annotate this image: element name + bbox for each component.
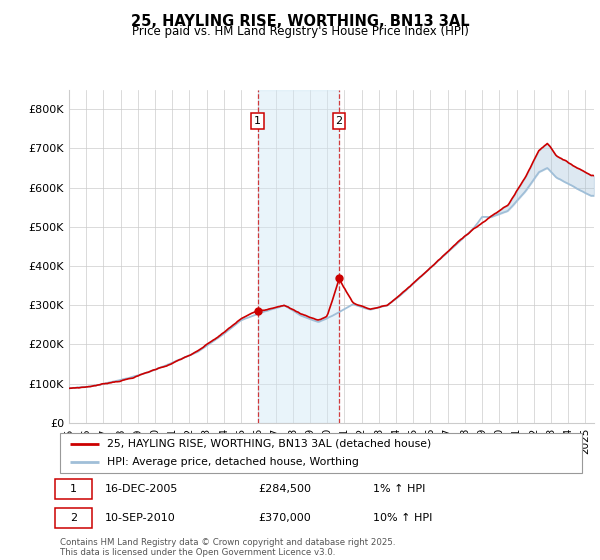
Text: 25, HAYLING RISE, WORTHING, BN13 3AL: 25, HAYLING RISE, WORTHING, BN13 3AL <box>131 14 469 29</box>
Text: 25, HAYLING RISE, WORTHING, BN13 3AL (detached house): 25, HAYLING RISE, WORTHING, BN13 3AL (de… <box>107 439 431 449</box>
FancyBboxPatch shape <box>55 508 92 528</box>
FancyBboxPatch shape <box>55 479 92 499</box>
Text: Contains HM Land Registry data © Crown copyright and database right 2025.
This d: Contains HM Land Registry data © Crown c… <box>60 538 395 557</box>
Bar <box>257 90 339 423</box>
Text: 1% ↑ HPI: 1% ↑ HPI <box>373 484 425 494</box>
FancyBboxPatch shape <box>60 433 582 473</box>
Text: HPI: Average price, detached house, Worthing: HPI: Average price, detached house, Wort… <box>107 458 359 467</box>
Text: 16-DEC-2005: 16-DEC-2005 <box>104 484 178 494</box>
Text: £370,000: £370,000 <box>259 513 311 523</box>
Text: 1: 1 <box>254 116 261 126</box>
Text: 2: 2 <box>335 116 343 126</box>
Text: 10-SEP-2010: 10-SEP-2010 <box>104 513 175 523</box>
Text: £284,500: £284,500 <box>259 484 311 494</box>
Text: 10% ↑ HPI: 10% ↑ HPI <box>373 513 433 523</box>
Text: Price paid vs. HM Land Registry's House Price Index (HPI): Price paid vs. HM Land Registry's House … <box>131 25 469 38</box>
Text: 2: 2 <box>70 513 77 523</box>
Text: 1: 1 <box>70 484 77 494</box>
